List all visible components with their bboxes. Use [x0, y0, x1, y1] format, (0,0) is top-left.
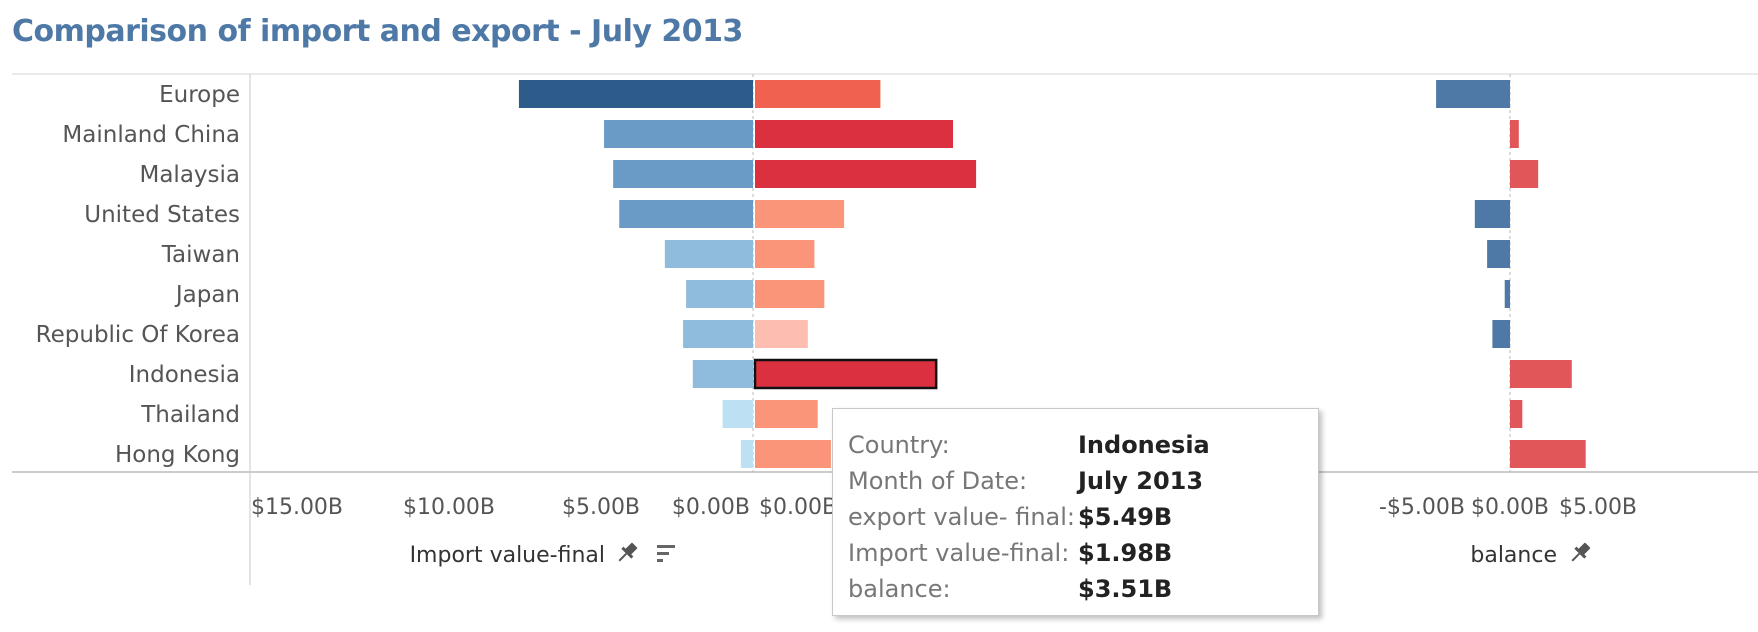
axis-title-import[interactable]: Import value-final — [410, 543, 605, 568]
sort-icon[interactable] — [657, 545, 675, 562]
balance-bar[interactable] — [1510, 360, 1572, 388]
tick-label: $5.00B — [562, 495, 640, 520]
category-label: Taiwan — [161, 242, 240, 268]
export-bar[interactable] — [755, 80, 881, 108]
balance-bar[interactable] — [1492, 320, 1510, 348]
tick-label: $0.00B — [1471, 495, 1549, 520]
tooltip-row-month: Month of Date: July 2013 — [848, 463, 1318, 499]
export-bar[interactable] — [755, 200, 845, 228]
balance-bar[interactable] — [1436, 80, 1510, 108]
import-bar[interactable] — [686, 280, 753, 308]
tooltip-key: Country: — [848, 431, 950, 459]
tooltip-row-country: Country: Indonesia — [848, 427, 1318, 463]
category-label: Europe — [159, 82, 240, 108]
tooltip-value: $3.51B — [1078, 575, 1173, 603]
category-labels: Europe Mainland China Malaysia United State… — [36, 82, 240, 468]
pin-icon[interactable] — [614, 540, 639, 565]
category-label: Malaysia — [139, 162, 240, 188]
balance-bar[interactable] — [1510, 120, 1519, 148]
balance-bar[interactable] — [1487, 240, 1510, 268]
category-label: Republic Of Korea — [36, 322, 240, 348]
tooltip-value: July 2013 — [1078, 467, 1204, 495]
balance-bar[interactable] — [1510, 160, 1539, 188]
tooltip-value: Indonesia — [1078, 431, 1210, 459]
import-bar[interactable] — [722, 400, 753, 428]
tick-label: $5.00B — [1559, 495, 1637, 520]
tooltip-key: Month of Date: — [848, 467, 1028, 495]
axes: $15.00B $10.00B $5.00B $0.00B $0.00B -$5.00B $… — [251, 495, 1637, 568]
export-bar[interactable] — [755, 240, 815, 268]
import-bar[interactable] — [613, 160, 753, 188]
category-label: Japan — [174, 282, 240, 308]
tick-label: $15.00B — [251, 495, 343, 520]
balance-bar[interactable] — [1474, 200, 1510, 228]
import-bar[interactable] — [619, 200, 753, 228]
export-bar[interactable] — [755, 320, 808, 348]
tooltip-row-balance: balance: $3.51B — [848, 571, 1318, 607]
tooltip-key: balance: — [848, 575, 951, 603]
tooltip-row-import: Import value-final: $1.98B — [848, 535, 1318, 571]
export-bar[interactable] — [753, 358, 938, 390]
tick-label: $10.00B — [403, 495, 495, 520]
balance-bar[interactable] — [1504, 280, 1510, 308]
export-bar[interactable] — [755, 280, 825, 308]
tooltip-value: $5.49B — [1078, 503, 1173, 531]
tooltip-key: Import value-final: — [848, 539, 1070, 567]
import-bar[interactable] — [664, 240, 753, 268]
export-bar[interactable] — [755, 120, 953, 148]
balance-bar[interactable] — [1510, 400, 1523, 428]
export-bar[interactable] — [755, 400, 818, 428]
axis-title-balance[interactable]: balance — [1470, 543, 1557, 568]
balance-bar[interactable] — [1510, 440, 1586, 468]
export-bar[interactable] — [755, 440, 831, 468]
tooltip: Country: Indonesia Month of Date: July 2… — [832, 408, 1319, 616]
tooltip-row-export: export value- final: $5.49B — [848, 499, 1318, 535]
import-bar[interactable] — [740, 440, 753, 468]
tooltip-key: export value- final: — [848, 503, 1076, 531]
category-label: Hong Kong — [115, 442, 240, 468]
import-bar[interactable] — [692, 360, 753, 388]
import-bar[interactable] — [683, 320, 753, 348]
pin-icon[interactable] — [1567, 540, 1592, 565]
tooltip-value: $1.98B — [1078, 539, 1173, 567]
tick-label: $0.00B — [759, 495, 837, 520]
category-label: Thailand — [140, 402, 240, 428]
tick-label: $0.00B — [672, 495, 750, 520]
import-bar[interactable] — [604, 120, 753, 148]
page-title: Comparison of import and export - July 2… — [12, 14, 743, 49]
import-bar[interactable] — [518, 80, 753, 108]
tick-label: -$5.00B — [1379, 495, 1465, 520]
category-label: Mainland China — [62, 122, 240, 148]
category-label: United States — [84, 202, 240, 228]
bars — [518, 80, 1586, 468]
category-label: Indonesia — [129, 362, 240, 388]
export-bar[interactable] — [755, 160, 977, 188]
